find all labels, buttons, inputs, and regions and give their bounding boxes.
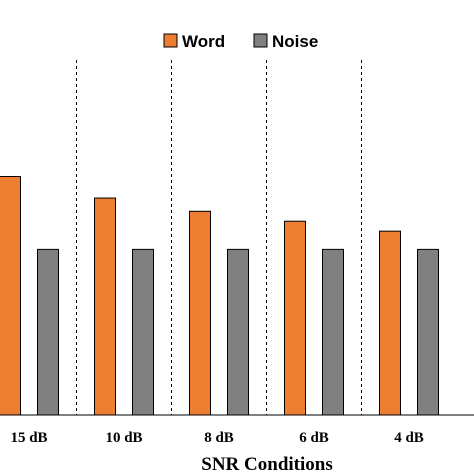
x-tick-label: 10 dB <box>105 430 142 446</box>
bar-word-1 <box>0 176 21 416</box>
bar-noise-5 <box>417 248 439 416</box>
bar-word-5 <box>379 230 401 416</box>
legend-label-noise: Noise <box>272 32 318 51</box>
bar-word-2 <box>94 197 116 416</box>
bars-layer <box>0 176 439 416</box>
x-tick-label: 6 dB <box>299 430 329 446</box>
legend-swatch-noise <box>253 33 268 48</box>
bar-word-4 <box>284 220 306 416</box>
category-separators <box>76 60 362 415</box>
x-axis-title: SNR Conditions <box>201 454 332 474</box>
bar-word-3 <box>189 210 211 416</box>
bar-noise-1 <box>37 248 59 416</box>
x-tick-label: 8 dB <box>204 430 234 446</box>
x-tick-label: 15 dB <box>10 430 47 446</box>
x-tick-labels: 15 dB 10 dB 8 dB 6 dB 4 dB <box>10 430 423 446</box>
x-tick-label: 4 dB <box>394 430 424 446</box>
bar-noise-2 <box>132 248 154 416</box>
bar-noise-3 <box>227 248 249 416</box>
legend-swatch-word <box>163 33 178 48</box>
legend-label-word: Word <box>182 32 225 51</box>
legend: Word Noise <box>163 32 318 51</box>
bar-noise-4 <box>322 248 344 416</box>
